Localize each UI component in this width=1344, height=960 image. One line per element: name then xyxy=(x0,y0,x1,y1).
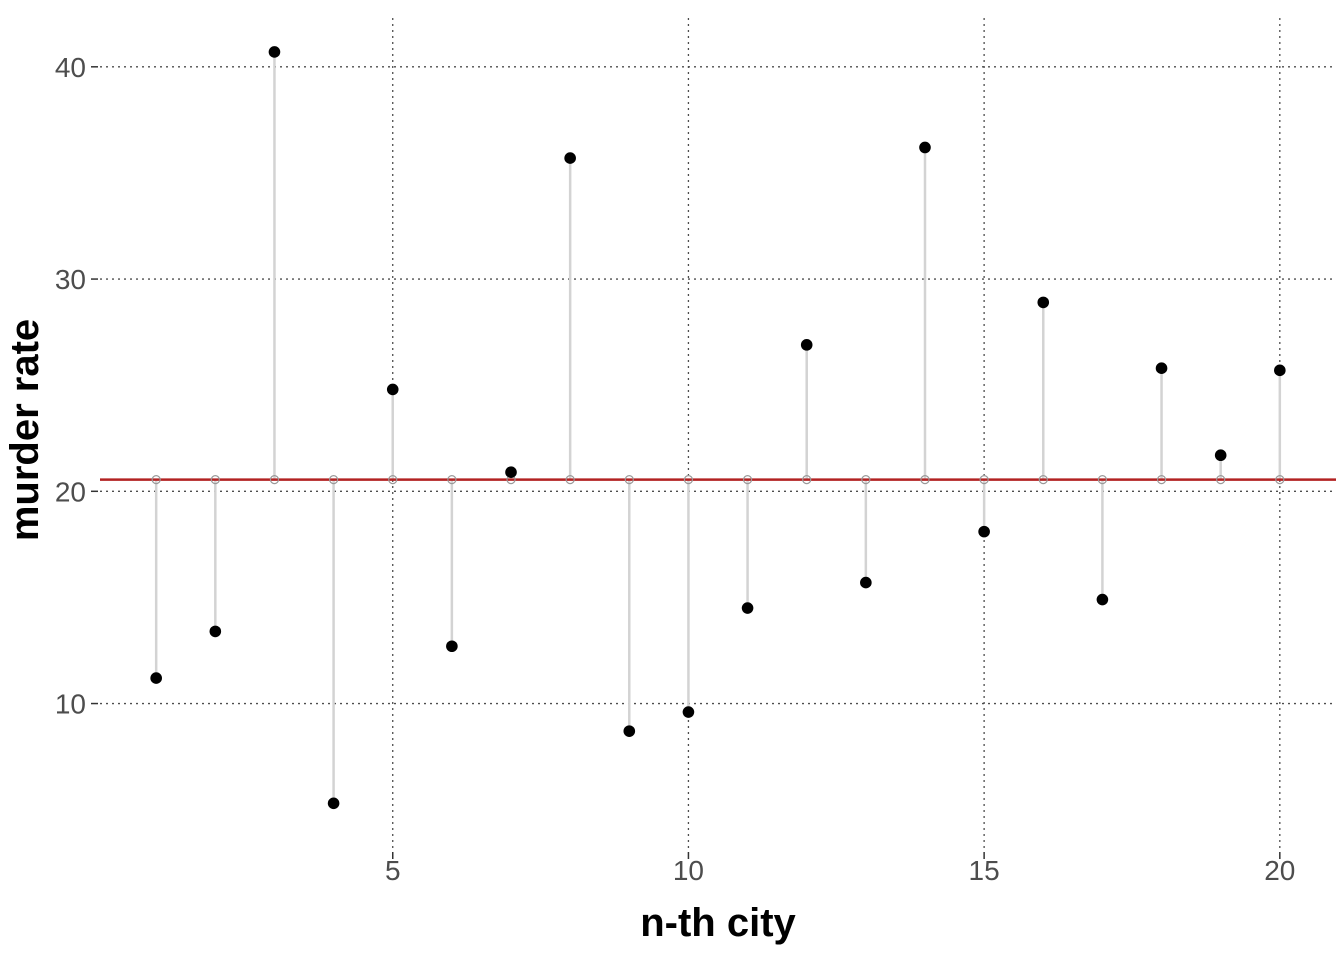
data-point xyxy=(860,576,872,589)
anchor-point xyxy=(269,475,280,485)
anchor-point xyxy=(979,475,989,485)
data-point xyxy=(446,640,458,653)
data-point xyxy=(1214,449,1227,462)
anchor-point xyxy=(388,475,398,485)
anchor-point xyxy=(151,475,161,485)
anchor-point xyxy=(1275,475,1285,485)
data-point xyxy=(268,46,281,58)
gridlines xyxy=(100,18,1336,850)
x-tick-label: 10 xyxy=(673,855,704,886)
x-tick-label: 20 xyxy=(1264,855,1295,886)
data-point xyxy=(919,141,931,154)
anchor-point xyxy=(802,475,812,485)
anchor-point xyxy=(1216,475,1226,485)
anchor-points xyxy=(151,475,1285,485)
data-point xyxy=(623,725,636,737)
y-tick-label: 40 xyxy=(55,52,86,83)
data-point xyxy=(978,525,990,538)
data-point xyxy=(505,466,517,479)
y-tick-label: 30 xyxy=(55,264,86,295)
anchor-point xyxy=(210,475,220,485)
anchor-point xyxy=(565,475,575,485)
data-point xyxy=(564,152,576,164)
data-point xyxy=(150,672,162,684)
data-point xyxy=(682,706,695,718)
anchor-point xyxy=(861,475,871,485)
y-tick-label: 10 xyxy=(55,689,86,720)
data-point xyxy=(209,625,222,638)
y-axis-ticks: 10 20 30 40 xyxy=(55,52,98,720)
deviation-segments xyxy=(154,51,1282,804)
data-point xyxy=(1155,362,1168,375)
anchor-point xyxy=(1156,475,1167,485)
data-point xyxy=(327,797,340,810)
anchor-point xyxy=(742,475,753,485)
anchor-point xyxy=(447,475,457,485)
anchor-point xyxy=(920,475,930,485)
data-point xyxy=(1037,296,1050,309)
y-tick-label: 20 xyxy=(55,476,86,507)
data-point xyxy=(741,602,754,614)
x-tick-label: 5 xyxy=(385,855,401,886)
data-point xyxy=(800,339,813,351)
x-tick-label: 15 xyxy=(969,855,1000,886)
anchor-point xyxy=(1038,475,1048,485)
data-point xyxy=(1096,593,1109,606)
data-points xyxy=(150,46,1286,810)
data-point xyxy=(386,383,399,396)
anchor-point xyxy=(328,475,339,485)
x-axis-title: n-th city xyxy=(640,901,796,945)
anchor-point xyxy=(624,475,634,485)
x-axis-ticks: 5 10 15 20 xyxy=(385,852,1295,886)
data-point xyxy=(1274,364,1286,377)
anchor-point xyxy=(683,475,694,485)
y-axis-title: murder rate xyxy=(3,319,47,541)
anchor-point xyxy=(1097,475,1108,485)
